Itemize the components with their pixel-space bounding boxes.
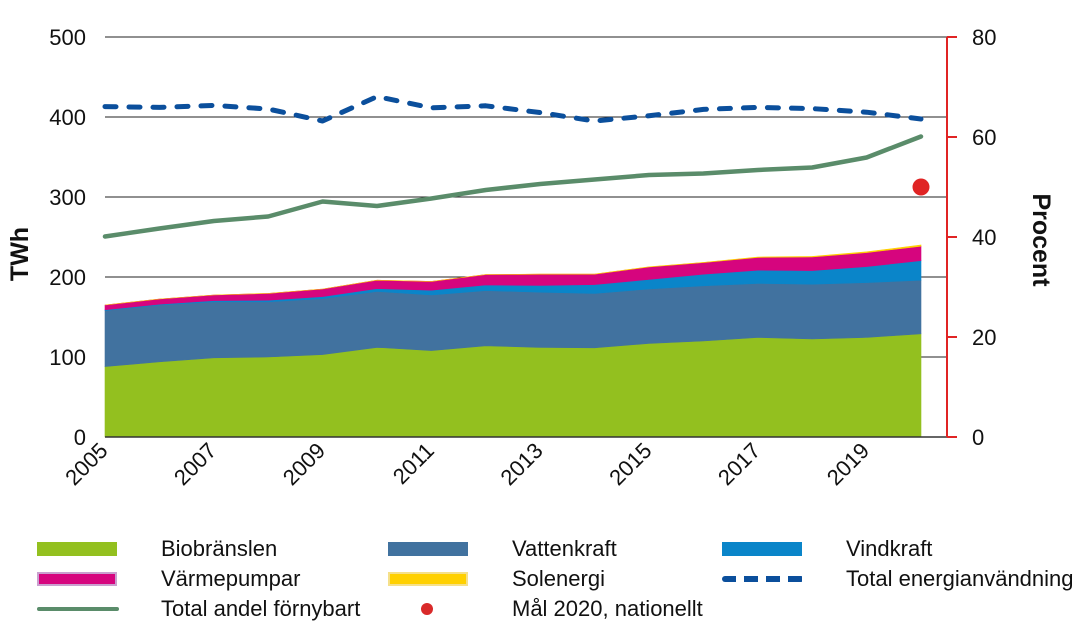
line-total-andel-förnybart xyxy=(102,134,924,239)
x-axis-tick-label: 2019 xyxy=(822,438,874,490)
legend-label: Total energianvändning xyxy=(846,566,1074,591)
legend-item-vindkraft: Vindkraft xyxy=(722,534,932,564)
legend-swatch-vattenkraft xyxy=(388,534,470,564)
left-axis-tick-label: 100 xyxy=(49,345,86,370)
x-axis-tick-label: 2011 xyxy=(388,438,439,489)
left-axis-title: TWh xyxy=(6,227,34,281)
right-axis-title: Procent xyxy=(1027,193,1055,287)
left-axis-tick-label: 200 xyxy=(49,265,86,290)
legend-label: Värmepumpar xyxy=(161,566,301,591)
legend-label: Vindkraft xyxy=(846,536,933,561)
legend-swatch-biobranslen xyxy=(37,534,119,564)
x-axis-tick-label: 2017 xyxy=(713,438,765,490)
right-axis-tick-label: 0 xyxy=(972,425,984,450)
area-solenergi xyxy=(104,244,922,306)
x-axis-tick-label: 2007 xyxy=(169,438,221,490)
legend-item-solenergi: Solenergi xyxy=(388,564,605,594)
legend-item-varmepumpar: Värmepumpar xyxy=(37,564,300,594)
left-axis-tick-label: 0 xyxy=(74,425,86,450)
legend-item-mal-2020: Mål 2020, nationellt xyxy=(388,594,703,624)
legend-swatch-mal-2020 xyxy=(388,594,470,624)
left-axis-tick-label: 500 xyxy=(49,25,86,50)
legend-swatch-solenergi xyxy=(388,564,470,594)
legend-swatch-varmepumpar xyxy=(37,564,119,594)
legend-label: Biobränslen xyxy=(161,536,278,561)
legend-label: Mål 2020, nationellt xyxy=(512,596,703,621)
legend-item-total-energianvandning: Total energianvändning xyxy=(722,564,1074,594)
legend-label: Vattenkraft xyxy=(512,536,617,561)
x-axis-tick-label: 2009 xyxy=(278,438,330,490)
legend-item-total-andel-fornybart: Total andel förnybart xyxy=(37,594,360,624)
x-axis-tick-label: 2013 xyxy=(495,438,547,490)
point-mal-2020 xyxy=(912,178,930,196)
legend-label: Total andel förnybart xyxy=(161,596,361,621)
legend-swatch-total-energianvandning xyxy=(722,564,804,594)
legend-swatch-vindkraft xyxy=(722,534,804,564)
chart-canvas: 0 20 40 60 80 0 100 200 300 400 500 2005 2007 2009 201… xyxy=(6,25,1055,490)
legend-swatch-total-andel-fornybart xyxy=(37,594,119,624)
right-axis-tick-label: 60 xyxy=(972,125,996,150)
legend-item-biobranslen: Biobränslen xyxy=(37,534,277,564)
legend: Biobränslen Vattenkraft Vindkraft Värmep… xyxy=(0,534,1086,638)
x-axis-tick-label: 2015 xyxy=(604,438,656,490)
right-axis-tick-label: 20 xyxy=(972,325,996,350)
legend-item-vattenkraft: Vattenkraft xyxy=(388,534,617,564)
legend-label: Solenergi xyxy=(512,566,605,591)
left-axis-tick-label: 300 xyxy=(49,185,86,210)
right-axis-tick-label: 40 xyxy=(972,225,996,250)
left-axis-tick-label: 400 xyxy=(49,105,86,130)
line-total-energianvändning xyxy=(102,94,924,124)
x-axis-tick-label: 2005 xyxy=(60,438,112,490)
right-axis-tick-label: 80 xyxy=(972,25,996,50)
